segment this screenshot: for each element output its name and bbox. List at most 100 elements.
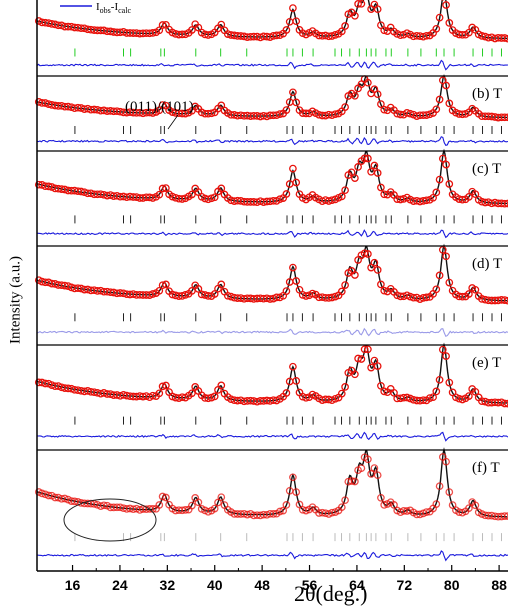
observed-point — [217, 184, 226, 193]
observed-point — [380, 105, 389, 114]
observed-point — [337, 27, 346, 36]
observed-point — [377, 280, 385, 289]
observed-point — [341, 22, 349, 30]
observed-point — [390, 501, 398, 509]
observed-point — [432, 24, 441, 33]
observed-point — [364, 78, 372, 87]
observed-point — [217, 280, 226, 289]
observed-point — [331, 110, 340, 119]
observed-point — [432, 500, 441, 508]
observed-point — [360, 154, 369, 163]
observed-point — [148, 194, 157, 202]
observed-point — [188, 26, 196, 34]
observed-point — [442, 457, 450, 466]
observed-point — [341, 281, 349, 289]
observed-point — [331, 394, 340, 403]
observed-point — [354, 354, 362, 363]
observed-point — [347, 168, 356, 177]
observed-point — [60, 494, 69, 503]
observed-point — [445, 180, 454, 188]
observed-point — [158, 184, 167, 193]
observed-points — [34, 0, 508, 43]
observed-point — [458, 292, 467, 301]
observed-point — [44, 182, 53, 191]
difference-curve — [36, 327, 508, 338]
peak-annotation: (011)/(101) — [125, 99, 194, 115]
observed-point — [194, 285, 203, 293]
observed-point — [373, 5, 382, 14]
observed-point — [373, 471, 382, 480]
observed-point — [282, 190, 291, 198]
observed-point — [445, 278, 454, 287]
observed-point — [351, 477, 359, 486]
observed-point — [302, 292, 310, 300]
observed-point — [158, 281, 167, 290]
observed-point — [432, 285, 441, 294]
observed-point — [351, 370, 359, 379]
observed-point — [429, 393, 437, 402]
panel-b: (b) T — [34, 74, 508, 146]
observed-point — [162, 493, 170, 502]
observed-point — [370, 258, 379, 267]
observed-point — [422, 508, 431, 516]
observed-point — [158, 382, 167, 391]
observed-point — [210, 193, 219, 202]
observed-point — [155, 26, 164, 35]
x-tick-label: 72 — [397, 577, 413, 593]
panel-c: (c) T — [34, 148, 508, 239]
observed-point — [465, 504, 473, 513]
observed-point — [458, 195, 467, 204]
observed-point — [435, 175, 444, 184]
observed-point — [337, 389, 346, 398]
observed-point — [396, 31, 405, 40]
plot-area: (b) T (c) T (d) T (e) T (f) T (011)/(101) Iobs… — [34, 0, 508, 593]
observed-point — [341, 383, 349, 391]
observed-point — [445, 99, 454, 108]
panel-label: (d) T — [472, 256, 502, 272]
bragg-ticks — [74, 215, 502, 224]
observed-point — [282, 287, 291, 295]
observed-point — [331, 292, 340, 301]
bragg-ticks — [74, 416, 502, 425]
observed-point — [100, 501, 108, 510]
observed-point — [357, 0, 366, 8]
observed-point — [204, 31, 213, 39]
observed-point — [337, 287, 346, 296]
observed-point — [337, 503, 346, 512]
observed-point — [471, 190, 480, 199]
observed-point — [465, 193, 473, 201]
panel-label: (e) T — [472, 355, 501, 371]
observed-point — [341, 496, 349, 505]
observed-point — [465, 392, 473, 400]
observed-point — [435, 375, 444, 384]
bragg-ticks — [74, 126, 502, 134]
observed-point — [429, 193, 437, 202]
observed-point — [158, 21, 167, 29]
panel-label: (c) T — [472, 161, 501, 177]
observed-point — [425, 394, 434, 402]
observed-point — [357, 464, 366, 473]
observed-point — [282, 501, 291, 509]
bragg-ticks — [74, 533, 502, 542]
observed-point — [292, 277, 301, 285]
observed-point — [373, 266, 382, 274]
observed-point — [207, 194, 216, 203]
observed-point — [370, 161, 379, 170]
observed-point — [162, 184, 170, 192]
difference-curve — [36, 59, 508, 71]
observed-point — [445, 488, 454, 496]
observed-point — [442, 352, 450, 360]
x-tick-label: 48 — [254, 577, 270, 593]
observed-point — [148, 290, 157, 298]
observed-point — [364, 455, 372, 464]
observed-point — [289, 88, 297, 97]
observed-point — [445, 19, 454, 27]
observed-point — [360, 249, 369, 258]
observed-point — [331, 31, 340, 39]
observed-point — [377, 183, 385, 192]
y-axis-label: Intensity (a.u.) — [4, 200, 28, 400]
observed-point — [289, 473, 297, 482]
panel-d: (d) T — [34, 243, 508, 338]
y-axis-label-text: Intensity (a.u.) — [7, 256, 24, 344]
observed-point — [204, 507, 213, 516]
